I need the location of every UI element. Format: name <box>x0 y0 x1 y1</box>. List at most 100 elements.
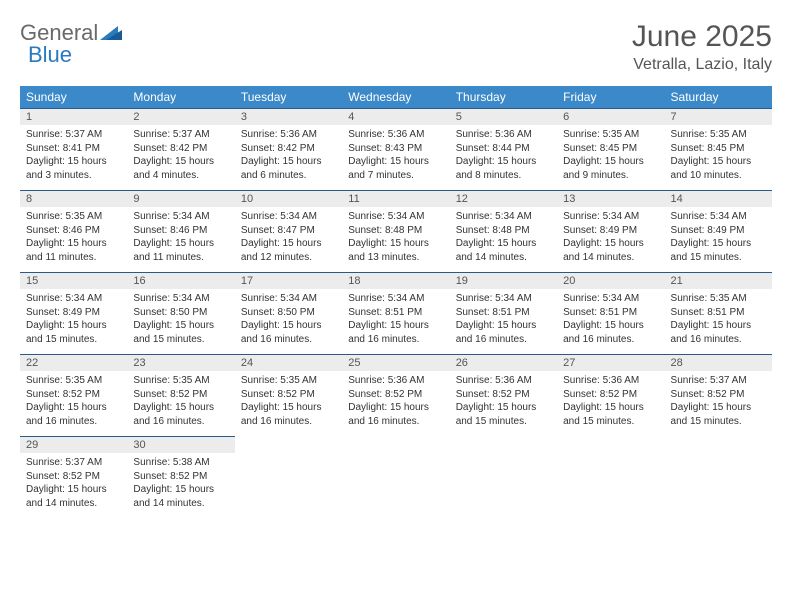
sunset-text: Sunset: 8:51 PM <box>671 306 766 320</box>
sunset-text: Sunset: 8:42 PM <box>241 142 336 156</box>
calendar-cell <box>450 436 557 518</box>
calendar-cell: 14Sunrise: 5:34 AMSunset: 8:49 PMDayligh… <box>665 190 772 272</box>
day-number: 29 <box>20 436 127 453</box>
cell-body: Sunrise: 5:37 AMSunset: 8:52 PMDaylight:… <box>665 371 772 434</box>
calendar-cell: 5Sunrise: 5:36 AMSunset: 8:44 PMDaylight… <box>450 108 557 190</box>
sunset-text: Sunset: 8:52 PM <box>348 388 443 402</box>
cell-body: Sunrise: 5:37 AMSunset: 8:42 PMDaylight:… <box>127 125 234 188</box>
day-number: 27 <box>557 354 664 371</box>
day-number: 5 <box>450 108 557 125</box>
daylight-text: Daylight: 15 hours <box>26 237 121 251</box>
sunset-text: Sunset: 8:51 PM <box>348 306 443 320</box>
calendar-cell: 7Sunrise: 5:35 AMSunset: 8:45 PMDaylight… <box>665 108 772 190</box>
daylight-text: and 16 minutes. <box>26 415 121 429</box>
daylight-text: Daylight: 15 hours <box>133 401 228 415</box>
sunrise-text: Sunrise: 5:34 AM <box>241 292 336 306</box>
day-number: 1 <box>20 108 127 125</box>
daylight-text: and 16 minutes. <box>133 415 228 429</box>
daylight-text: and 7 minutes. <box>348 169 443 183</box>
calendar-cell: 26Sunrise: 5:36 AMSunset: 8:52 PMDayligh… <box>450 354 557 436</box>
day-number: 22 <box>20 354 127 371</box>
daylight-text: and 15 minutes. <box>671 251 766 265</box>
sunset-text: Sunset: 8:51 PM <box>563 306 658 320</box>
col-sat: Saturday <box>665 86 772 108</box>
sunrise-text: Sunrise: 5:34 AM <box>456 292 551 306</box>
sunset-text: Sunset: 8:50 PM <box>241 306 336 320</box>
cell-body: Sunrise: 5:34 AMSunset: 8:49 PMDaylight:… <box>557 207 664 270</box>
calendar-cell: 22Sunrise: 5:35 AMSunset: 8:52 PMDayligh… <box>20 354 127 436</box>
daylight-text: Daylight: 15 hours <box>563 319 658 333</box>
sunset-text: Sunset: 8:52 PM <box>26 388 121 402</box>
sunrise-text: Sunrise: 5:35 AM <box>26 374 121 388</box>
day-number: 11 <box>342 190 449 207</box>
cell-body: Sunrise: 5:35 AMSunset: 8:45 PMDaylight:… <box>557 125 664 188</box>
cell-body: Sunrise: 5:38 AMSunset: 8:52 PMDaylight:… <box>127 453 234 516</box>
sunset-text: Sunset: 8:52 PM <box>133 388 228 402</box>
day-number: 24 <box>235 354 342 371</box>
daylight-text: and 14 minutes. <box>26 497 121 511</box>
daylight-text: Daylight: 15 hours <box>348 155 443 169</box>
sunset-text: Sunset: 8:52 PM <box>563 388 658 402</box>
day-number: 13 <box>557 190 664 207</box>
sunrise-text: Sunrise: 5:38 AM <box>133 456 228 470</box>
daylight-text: and 16 minutes. <box>671 333 766 347</box>
calendar-cell: 11Sunrise: 5:34 AMSunset: 8:48 PMDayligh… <box>342 190 449 272</box>
cell-body: Sunrise: 5:35 AMSunset: 8:52 PMDaylight:… <box>235 371 342 434</box>
day-number: 2 <box>127 108 234 125</box>
calendar-cell: 27Sunrise: 5:36 AMSunset: 8:52 PMDayligh… <box>557 354 664 436</box>
sunrise-text: Sunrise: 5:36 AM <box>456 128 551 142</box>
day-number: 15 <box>20 272 127 289</box>
daylight-text: Daylight: 15 hours <box>26 319 121 333</box>
sunrise-text: Sunrise: 5:34 AM <box>671 210 766 224</box>
daylight-text: and 11 minutes. <box>26 251 121 265</box>
day-number: 18 <box>342 272 449 289</box>
daylight-text: and 16 minutes. <box>456 333 551 347</box>
sunrise-text: Sunrise: 5:36 AM <box>563 374 658 388</box>
cell-body: Sunrise: 5:35 AMSunset: 8:52 PMDaylight:… <box>20 371 127 434</box>
daylight-text: Daylight: 15 hours <box>348 319 443 333</box>
sunrise-text: Sunrise: 5:35 AM <box>26 210 121 224</box>
sunset-text: Sunset: 8:46 PM <box>26 224 121 238</box>
calendar-cell: 16Sunrise: 5:34 AMSunset: 8:50 PMDayligh… <box>127 272 234 354</box>
sunrise-text: Sunrise: 5:36 AM <box>456 374 551 388</box>
daylight-text: and 4 minutes. <box>133 169 228 183</box>
daylight-text: Daylight: 15 hours <box>456 319 551 333</box>
cell-body: Sunrise: 5:36 AMSunset: 8:44 PMDaylight:… <box>450 125 557 188</box>
day-number: 19 <box>450 272 557 289</box>
sunset-text: Sunset: 8:52 PM <box>241 388 336 402</box>
sunrise-text: Sunrise: 5:37 AM <box>671 374 766 388</box>
daylight-text: Daylight: 15 hours <box>348 401 443 415</box>
sunrise-text: Sunrise: 5:37 AM <box>133 128 228 142</box>
daylight-text: Daylight: 15 hours <box>671 155 766 169</box>
cell-body: Sunrise: 5:34 AMSunset: 8:48 PMDaylight:… <box>342 207 449 270</box>
daylight-text: and 3 minutes. <box>26 169 121 183</box>
calendar-cell <box>235 436 342 518</box>
day-number: 3 <box>235 108 342 125</box>
col-sun: Sunday <box>20 86 127 108</box>
day-number: 17 <box>235 272 342 289</box>
calendar-row: 1Sunrise: 5:37 AMSunset: 8:41 PMDaylight… <box>20 108 772 190</box>
daylight-text: Daylight: 15 hours <box>26 155 121 169</box>
sunrise-text: Sunrise: 5:34 AM <box>348 292 443 306</box>
sunrise-text: Sunrise: 5:34 AM <box>456 210 551 224</box>
cell-body: Sunrise: 5:34 AMSunset: 8:51 PMDaylight:… <box>342 289 449 352</box>
sunrise-text: Sunrise: 5:35 AM <box>563 128 658 142</box>
month-title: June 2025 <box>632 20 772 54</box>
cell-body: Sunrise: 5:35 AMSunset: 8:46 PMDaylight:… <box>20 207 127 270</box>
daylight-text: Daylight: 15 hours <box>241 319 336 333</box>
calendar-row: 15Sunrise: 5:34 AMSunset: 8:49 PMDayligh… <box>20 272 772 354</box>
cell-body: Sunrise: 5:34 AMSunset: 8:50 PMDaylight:… <box>127 289 234 352</box>
calendar-cell: 13Sunrise: 5:34 AMSunset: 8:49 PMDayligh… <box>557 190 664 272</box>
daylight-text: and 14 minutes. <box>563 251 658 265</box>
cell-body: Sunrise: 5:34 AMSunset: 8:48 PMDaylight:… <box>450 207 557 270</box>
cell-body: Sunrise: 5:36 AMSunset: 8:52 PMDaylight:… <box>557 371 664 434</box>
daylight-text: Daylight: 15 hours <box>563 155 658 169</box>
calendar-cell <box>342 436 449 518</box>
daylight-text: Daylight: 15 hours <box>671 401 766 415</box>
daylight-text: and 15 minutes. <box>671 415 766 429</box>
calendar-row: 22Sunrise: 5:35 AMSunset: 8:52 PMDayligh… <box>20 354 772 436</box>
day-number: 16 <box>127 272 234 289</box>
sunset-text: Sunset: 8:52 PM <box>671 388 766 402</box>
sunrise-text: Sunrise: 5:37 AM <box>26 128 121 142</box>
calendar-cell: 10Sunrise: 5:34 AMSunset: 8:47 PMDayligh… <box>235 190 342 272</box>
